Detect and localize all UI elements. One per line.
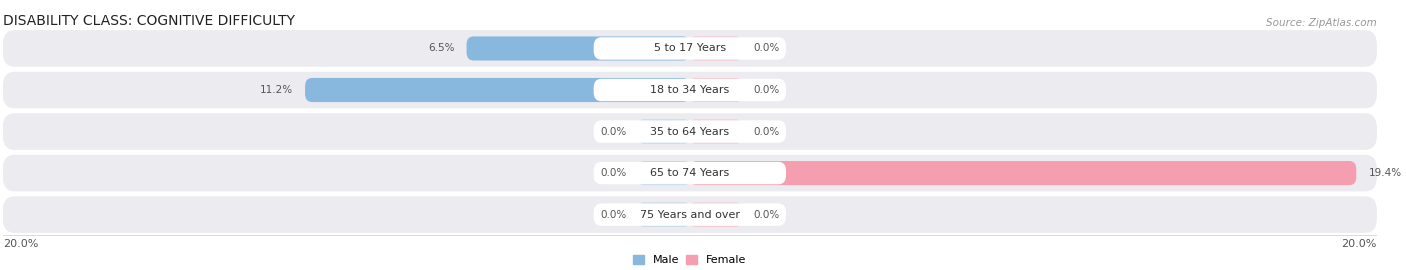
Text: 0.0%: 0.0% — [754, 210, 780, 220]
FancyBboxPatch shape — [690, 120, 741, 144]
FancyBboxPatch shape — [690, 202, 741, 227]
FancyBboxPatch shape — [638, 202, 690, 227]
FancyBboxPatch shape — [3, 113, 1376, 150]
Text: 75 Years and over: 75 Years and over — [640, 210, 740, 220]
Text: DISABILITY CLASS: COGNITIVE DIFFICULTY: DISABILITY CLASS: COGNITIVE DIFFICULTY — [3, 14, 295, 28]
Text: 35 to 64 Years: 35 to 64 Years — [651, 127, 730, 137]
Text: 0.0%: 0.0% — [754, 43, 780, 53]
FancyBboxPatch shape — [593, 203, 786, 226]
FancyBboxPatch shape — [593, 162, 786, 184]
Text: 19.4%: 19.4% — [1368, 168, 1402, 178]
FancyBboxPatch shape — [3, 30, 1376, 67]
FancyBboxPatch shape — [593, 120, 786, 143]
Text: Source: ZipAtlas.com: Source: ZipAtlas.com — [1267, 18, 1376, 28]
Text: 0.0%: 0.0% — [600, 127, 626, 137]
Text: 0.0%: 0.0% — [754, 85, 780, 95]
FancyBboxPatch shape — [593, 79, 786, 101]
Text: 18 to 34 Years: 18 to 34 Years — [650, 85, 730, 95]
FancyBboxPatch shape — [3, 72, 1376, 108]
FancyBboxPatch shape — [467, 36, 690, 60]
Text: 20.0%: 20.0% — [1341, 239, 1376, 249]
FancyBboxPatch shape — [3, 196, 1376, 233]
FancyBboxPatch shape — [690, 36, 741, 60]
FancyBboxPatch shape — [690, 78, 741, 102]
Legend: Male, Female: Male, Female — [628, 251, 751, 270]
Text: 6.5%: 6.5% — [427, 43, 454, 53]
Text: 20.0%: 20.0% — [3, 239, 38, 249]
FancyBboxPatch shape — [690, 161, 1357, 185]
FancyBboxPatch shape — [593, 37, 786, 60]
Text: 0.0%: 0.0% — [754, 127, 780, 137]
Text: 5 to 17 Years: 5 to 17 Years — [654, 43, 725, 53]
Text: 11.2%: 11.2% — [260, 85, 292, 95]
Text: 0.0%: 0.0% — [600, 210, 626, 220]
FancyBboxPatch shape — [305, 78, 690, 102]
Text: 65 to 74 Years: 65 to 74 Years — [650, 168, 730, 178]
FancyBboxPatch shape — [638, 120, 690, 144]
FancyBboxPatch shape — [3, 155, 1376, 191]
Text: 0.0%: 0.0% — [600, 168, 626, 178]
FancyBboxPatch shape — [638, 161, 690, 185]
